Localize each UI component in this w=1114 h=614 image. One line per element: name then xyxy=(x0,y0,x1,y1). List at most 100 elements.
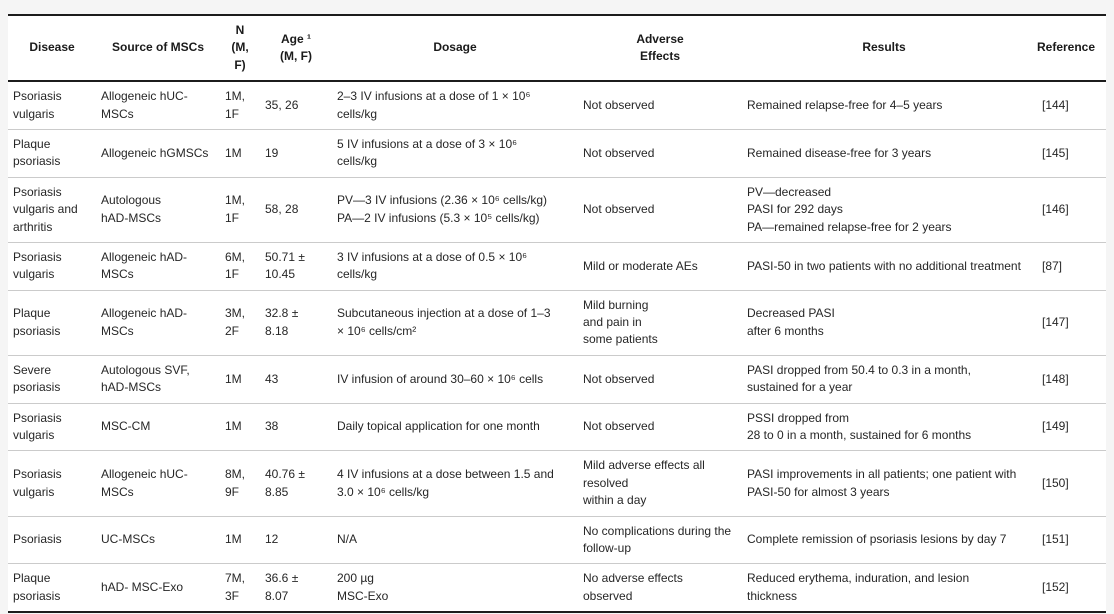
cell-dosage: N/A xyxy=(332,515,578,564)
col-header-age: Age ¹ (M, F) xyxy=(260,15,332,83)
cell-disease: Psoriasis vulgaris and arthritis xyxy=(8,176,96,243)
cell-adverse-effects: Mild burning and pain in some patients xyxy=(578,289,742,356)
table-row: Psoriasis vulgaris Allogeneic hUC- MSCs … xyxy=(8,81,1106,129)
cell-dosage: 2–3 IV infusions at a dose of 1 × 10⁶ ce… xyxy=(337,89,531,121)
cell-age: 38 xyxy=(260,402,332,451)
reference-link[interactable]: [149] xyxy=(1026,402,1106,451)
cell-adverse-effects: No adverse effects observed xyxy=(578,563,742,613)
cell-results: Decreased PASI after 6 months xyxy=(742,289,1026,356)
cell-adverse-effects: Mild or moderate AEs xyxy=(578,241,742,291)
table-row: Psoriasis UC-MSCs 1M 12 N/A No complicat… xyxy=(8,515,1106,564)
cell-dosage: IV infusion of around 30–60 × 10⁶ cells xyxy=(332,354,578,404)
cell-source: Allogeneic hUC- MSCs xyxy=(96,450,220,517)
cell-n: 1M xyxy=(220,402,260,451)
reference-link[interactable]: [152] xyxy=(1026,563,1106,613)
cell-adverse-effects: Not observed xyxy=(578,402,742,451)
cell-age: 19 xyxy=(260,128,332,178)
cell-dosage: 5 IV infusions at a dose of 3 × 10⁶ cell… xyxy=(332,128,578,178)
col-header-disease: Disease xyxy=(8,15,96,83)
reference-link[interactable]: [145] xyxy=(1026,128,1106,178)
cell-results: PSSI dropped from 28 to 0 in a month, su… xyxy=(742,402,1026,451)
cell-n: 1M xyxy=(220,354,260,404)
reference-link[interactable]: [151] xyxy=(1026,515,1106,564)
cell-n: 1M xyxy=(220,515,260,564)
col-header-reference: Reference xyxy=(1026,15,1106,83)
cell-disease: Psoriasis xyxy=(8,515,96,564)
table-row: Psoriasis vulgaris Allogeneic hUC- MSCs … xyxy=(8,450,1106,517)
cell-results: PASI improvements in all patients; one p… xyxy=(742,450,1026,517)
reference-link[interactable]: [150] xyxy=(1026,450,1106,517)
cell-n: 3M, 2F xyxy=(220,289,260,356)
table-row: Severe psoriasis Autologous SVF, hAD-MSC… xyxy=(8,354,1106,404)
cell-adverse-effects: Mild adverse effects all resolved within… xyxy=(578,450,742,517)
cell-age: 58, 28 xyxy=(260,176,332,243)
cell-age: 12 xyxy=(260,515,332,564)
col-header-source: Source of MSCs xyxy=(96,15,220,83)
reference-link[interactable]: [147] xyxy=(1026,289,1106,356)
cell-results: PASI-50 in two patients with no addition… xyxy=(742,241,1026,291)
col-header-dosage: Dosage xyxy=(332,15,578,83)
cell-source: Allogeneic hAD- MSCs xyxy=(96,289,220,356)
cell-source: Allogeneic hAD- MSCs xyxy=(96,241,220,291)
table-row: Psoriasis vulgaris Allogeneic hAD- MSCs … xyxy=(8,241,1106,291)
cell-source: Allogeneic hUC- MSCs xyxy=(101,89,188,121)
msc-clinical-studies-table: Disease Source of MSCs N (M, F) Age ¹ (M… xyxy=(8,14,1106,614)
table-row: Psoriasis vulgaris and arthritis Autolog… xyxy=(8,176,1106,243)
cell-adverse-effects: Not observed xyxy=(578,176,742,243)
table-row: Plaque psoriasis hAD- MSC-Exo 7M, 3F 36.… xyxy=(8,563,1106,613)
cell-disease: Plaque psoriasis xyxy=(8,563,96,613)
cell-dosage: 200 µg MSC-Exo xyxy=(332,563,578,613)
cell-disease: Plaque psoriasis xyxy=(8,289,96,356)
reference-link[interactable]: [87] xyxy=(1026,241,1106,291)
col-header-adverse-effects: Adverse Effects xyxy=(578,15,742,83)
cell-dosage: Daily topical application for one month xyxy=(332,402,578,451)
cell-results: Remained relapse-free for 4–5 years xyxy=(747,97,943,112)
reference-link[interactable]: [146] xyxy=(1026,176,1106,243)
cell-results: Complete remission of psoriasis lesions … xyxy=(742,515,1026,564)
cell-disease: Psoriasis vulgaris xyxy=(13,89,62,121)
cell-results: PV—decreased PASI for 292 days PA—remain… xyxy=(742,176,1026,243)
cell-disease: Psoriasis vulgaris xyxy=(8,450,96,517)
cell-results: Remained disease-free for 3 years xyxy=(742,128,1026,178)
cell-age: 32.8 ± 8.18 xyxy=(260,289,332,356)
cell-source: Allogeneic hGMSCs xyxy=(96,128,220,178)
cell-adverse-effects: Not observed xyxy=(578,354,742,404)
cell-source: Autologous hAD-MSCs xyxy=(96,176,220,243)
cell-n: 1M, 1F xyxy=(220,176,260,243)
col-header-n: N (M, F) xyxy=(220,15,260,83)
reference-link[interactable]: [144] xyxy=(1042,97,1069,112)
cell-dosage: Subcutaneous injection at a dose of 1–3 … xyxy=(332,289,578,356)
cell-dosage: 3 IV infusions at a dose of 0.5 × 10⁶ ce… xyxy=(332,241,578,291)
cell-disease: Plaque psoriasis xyxy=(8,128,96,178)
cell-results: PASI dropped from 50.4 to 0.3 in a month… xyxy=(742,354,1026,404)
cell-disease: Psoriasis vulgaris xyxy=(8,241,96,291)
cell-n: 7M, 3F xyxy=(220,563,260,613)
cell-dosage: PV—3 IV infusions (2.36 × 10⁶ cells/kg) … xyxy=(332,176,578,243)
cell-n: 8M, 9F xyxy=(220,450,260,517)
table-row: Psoriasis vulgaris MSC-CM 1M 38 Daily to… xyxy=(8,402,1106,451)
cell-adverse-effects: No complications during the follow-up xyxy=(578,515,742,564)
table-row: Plaque psoriasis Allogeneic hAD- MSCs 3M… xyxy=(8,289,1106,356)
cell-source: Autologous SVF, hAD-MSCs xyxy=(96,354,220,404)
cell-age: 36.6 ± 8.07 xyxy=(260,563,332,613)
cell-results: Reduced erythema, induration, and lesion… xyxy=(742,563,1026,613)
cell-disease: Psoriasis vulgaris xyxy=(8,402,96,451)
cell-age: 35, 26 xyxy=(265,97,299,112)
cell-age: 43 xyxy=(260,354,332,404)
cell-source: MSC-CM xyxy=(96,402,220,451)
cell-n: 1M, 1F xyxy=(225,89,246,121)
cell-age: 40.76 ± 8.85 xyxy=(260,450,332,517)
cell-adverse-effects: Not observed xyxy=(583,97,655,112)
col-header-results: Results xyxy=(742,15,1026,83)
cell-n: 6M, 1F xyxy=(220,241,260,291)
table-row: Plaque psoriasis Allogeneic hGMSCs 1M 19… xyxy=(8,128,1106,178)
cell-disease: Severe psoriasis xyxy=(8,354,96,404)
cell-source: UC-MSCs xyxy=(96,515,220,564)
cell-dosage: 4 IV infusions at a dose between 1.5 and… xyxy=(332,450,578,517)
reference-link[interactable]: [148] xyxy=(1026,354,1106,404)
cell-source: hAD- MSC-Exo xyxy=(96,563,220,613)
cell-age: 50.71 ± 10.45 xyxy=(260,241,332,291)
cell-n: 1M xyxy=(220,128,260,178)
cell-adverse-effects: Not observed xyxy=(578,128,742,178)
